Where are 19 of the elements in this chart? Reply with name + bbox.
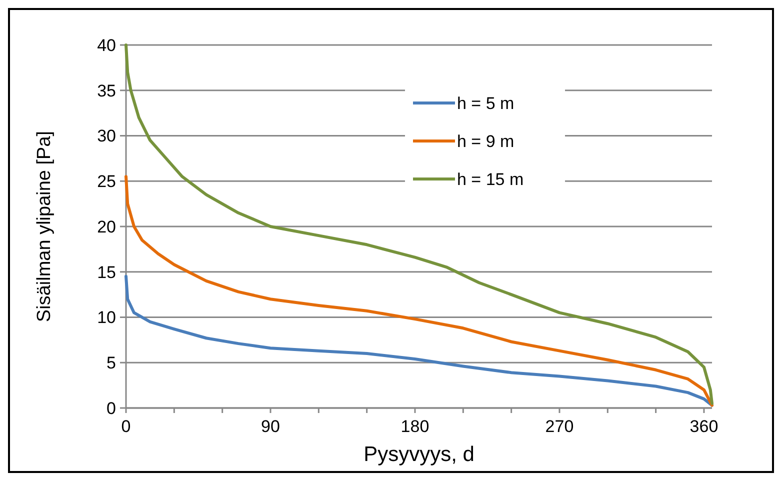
legend-label: h = 15 m <box>457 170 524 189</box>
x-tick-label: 180 <box>400 417 430 436</box>
x-tick-label: 90 <box>261 417 280 436</box>
y-axis-title: Sisäilman ylipaine [Pa] <box>34 130 55 322</box>
y-tick-label: 0 <box>106 398 116 418</box>
x-tick-label: 360 <box>690 417 718 436</box>
x-axis-title: Pysyvyys, d <box>364 443 474 466</box>
x-tick-label: 0 <box>121 417 131 436</box>
y-tick-label: 35 <box>97 81 116 100</box>
y-tick-label: 30 <box>97 126 116 146</box>
y-tick-label: 10 <box>97 308 116 328</box>
y-tick-label: 15 <box>97 262 116 282</box>
y-tick-label: 20 <box>97 217 116 236</box>
x-tick-label: 270 <box>545 417 574 436</box>
y-tick-label: 5 <box>106 354 116 373</box>
y-tick-label: 40 <box>97 36 116 55</box>
y-tick-label: 25 <box>97 172 116 192</box>
legend-label: h = 5 m <box>457 94 514 113</box>
legend-label: h = 9 m <box>457 132 514 151</box>
